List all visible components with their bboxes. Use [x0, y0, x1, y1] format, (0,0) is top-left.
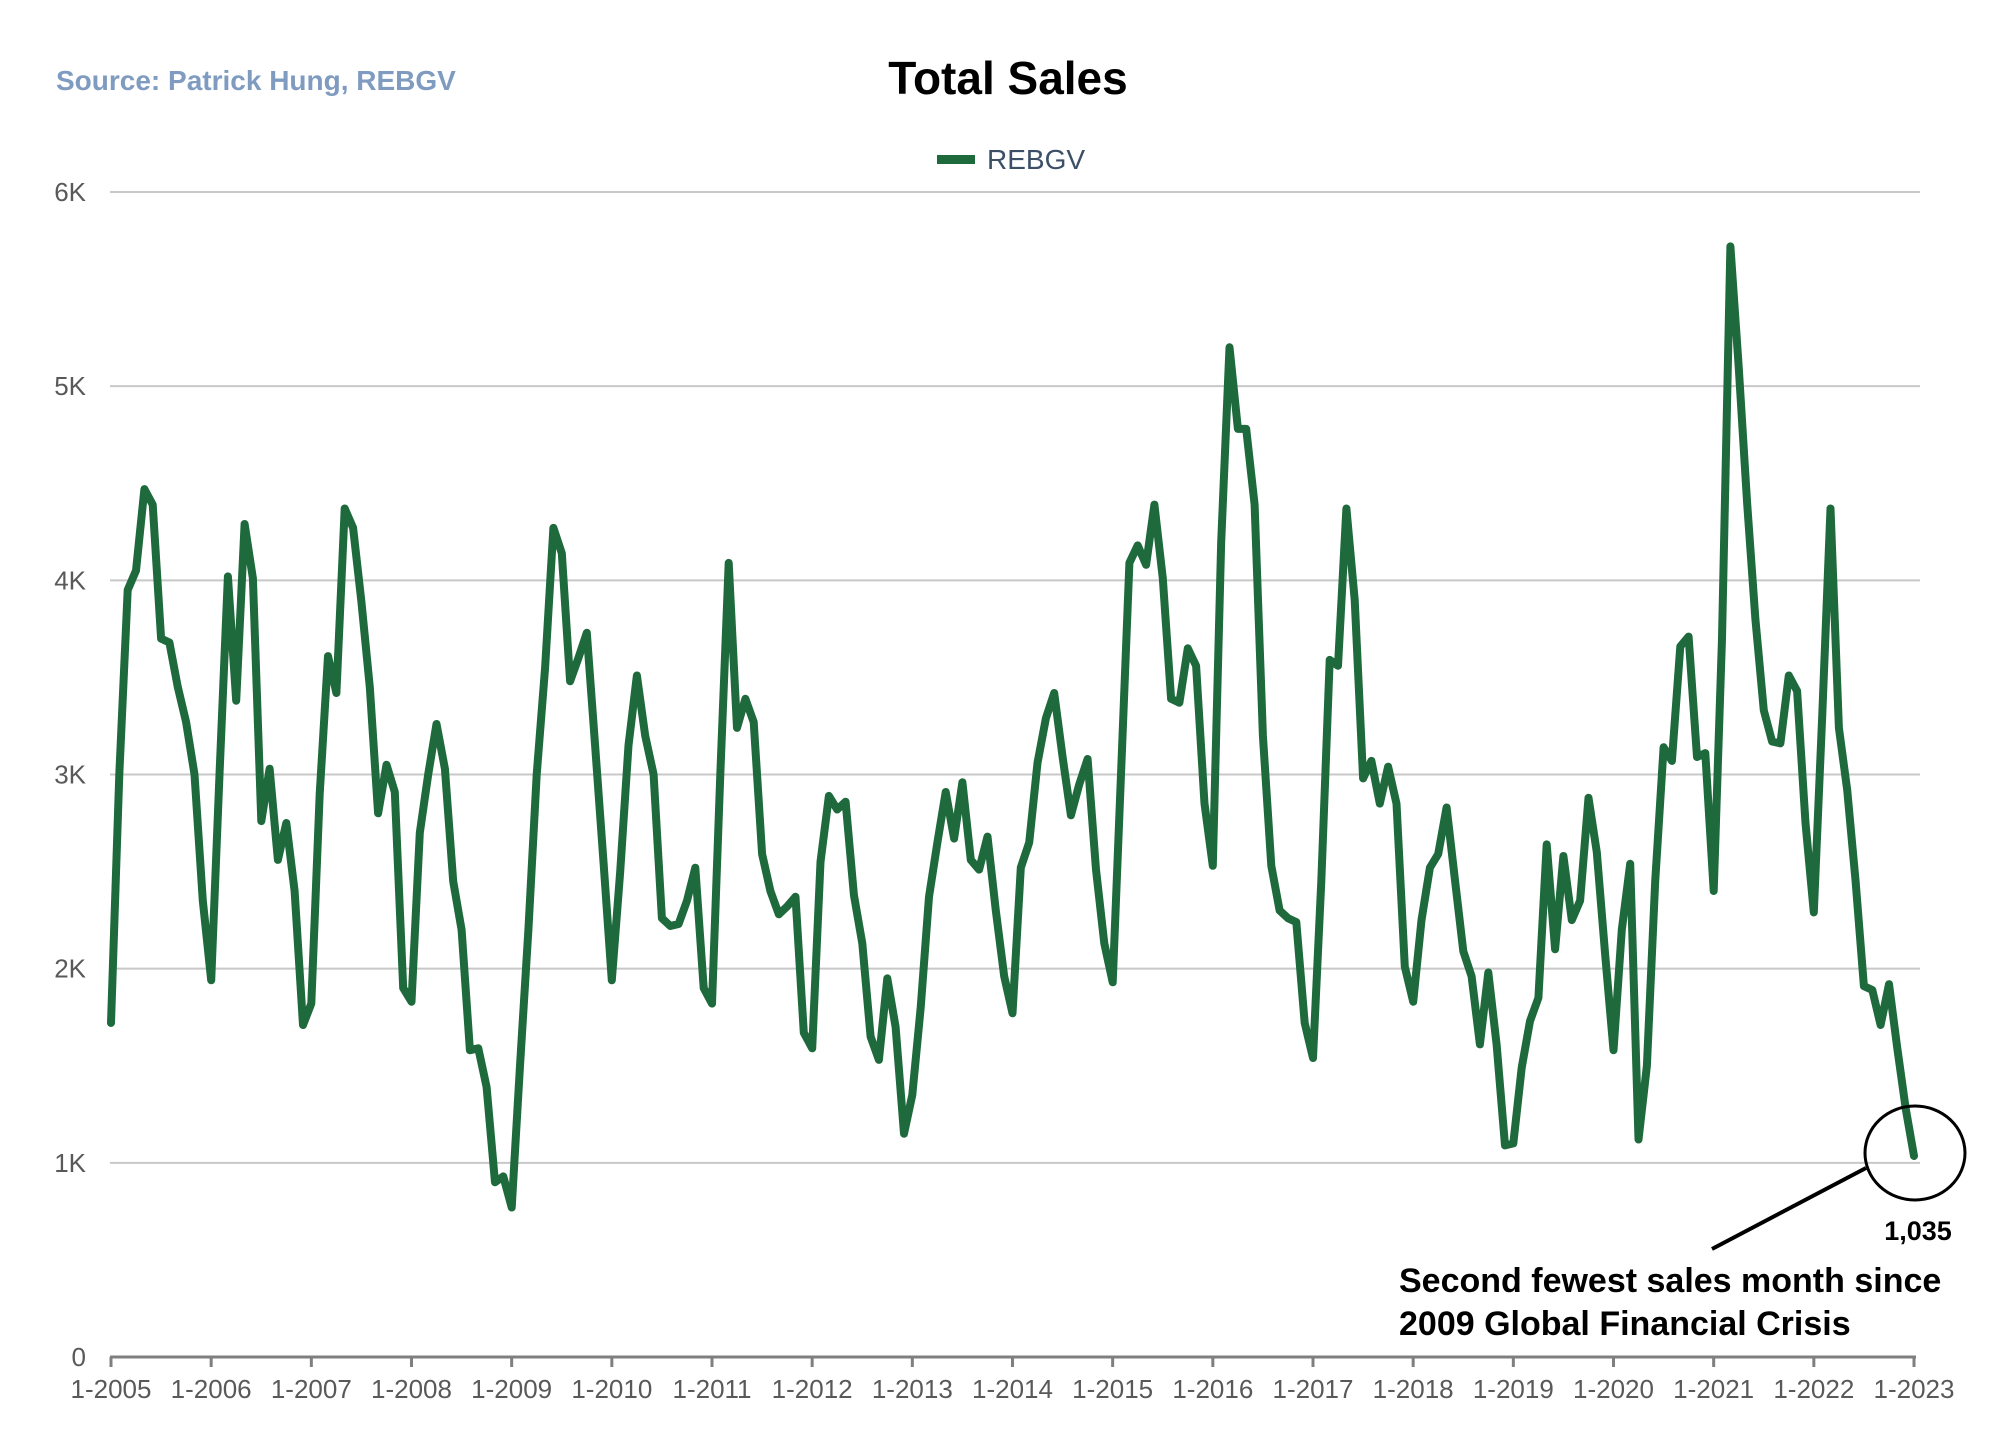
last-value-label: 1,035	[1884, 1216, 1952, 1246]
y-tick-label: 3K	[54, 760, 86, 790]
x-tick-label: 1-2010	[571, 1374, 652, 1404]
x-tick-label: 1-2005	[71, 1374, 152, 1404]
x-tick-label: 1-2008	[371, 1374, 452, 1404]
x-tick-label: 1-2006	[171, 1374, 252, 1404]
legend-label: REBGV	[987, 144, 1085, 175]
x-tick-label: 1-2007	[271, 1374, 352, 1404]
y-tick-label: 4K	[54, 565, 86, 595]
y-tick-label: 6K	[54, 177, 86, 207]
x-axis: 1-2005 1-2006 1-2007 1-2008 1-2009 1-2010 1-20…	[71, 1355, 1955, 1404]
callout-line	[1711, 1166, 1867, 1251]
source-text: Source: Patrick Hung, REBGV	[56, 65, 456, 96]
x-tick-label: 1-2022	[1773, 1374, 1854, 1404]
series-group	[107, 242, 1918, 1212]
x-tick-label: 1-2016	[1172, 1374, 1253, 1404]
x-tick-label: 1-2009	[471, 1374, 552, 1404]
series-line-rebgv	[107, 242, 1918, 1212]
legend-swatch	[937, 155, 975, 164]
x-tick-label: 1-2012	[772, 1374, 853, 1404]
highlight-circle	[1863, 1104, 1967, 1202]
chart-title: Total Sales	[888, 52, 1127, 104]
x-tick-label: 1-2011	[672, 1374, 751, 1404]
x-tick-label: 1-2021	[1673, 1374, 1754, 1404]
legend: REBGV	[937, 144, 1085, 175]
x-tick-label: 1-2023	[1874, 1374, 1955, 1404]
y-tick-label: 0	[72, 1342, 86, 1372]
x-tick-label: 1-2018	[1373, 1374, 1454, 1404]
x-tick-label: 1-2019	[1473, 1374, 1554, 1404]
y-tick-label: 2K	[54, 954, 86, 984]
y-tick-label: 5K	[54, 371, 86, 401]
x-tick-label: 1-2015	[1072, 1374, 1153, 1404]
y-tick-label: 1K	[54, 1148, 86, 1178]
x-tick-label: 1-2020	[1573, 1374, 1654, 1404]
annotation-line-1: Second fewest sales month since	[1399, 1262, 1941, 1300]
x-tick-label: 1-2013	[872, 1374, 953, 1404]
x-tick-label: 1-2017	[1273, 1374, 1354, 1404]
y-axis-ticks: 0 1K 2K 3K 4K 5K 6K	[54, 177, 86, 1372]
x-tick-label: 1-2014	[972, 1374, 1053, 1404]
annotation-group: 1,035 Second fewest sales month since 20…	[1399, 1104, 1967, 1343]
annotation-line-2: 2009 Global Financial Crisis	[1399, 1305, 1851, 1343]
